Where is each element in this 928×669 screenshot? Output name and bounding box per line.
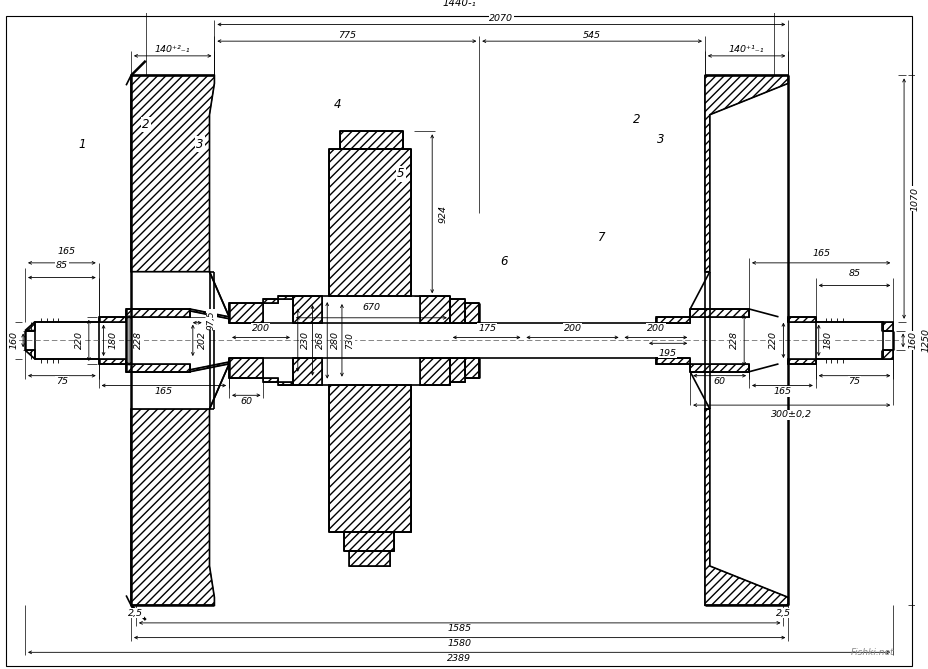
Text: 730: 730 [345, 332, 354, 349]
Polygon shape [189, 362, 229, 372]
Text: 1585: 1585 [447, 624, 471, 634]
Text: 140⁺¹₋₁: 140⁺¹₋₁ [728, 45, 764, 54]
Text: 1250: 1250 [921, 328, 928, 353]
Text: 165: 165 [58, 247, 76, 256]
Text: 60: 60 [713, 377, 725, 386]
Text: 1070: 1070 [909, 187, 919, 211]
Polygon shape [329, 385, 410, 532]
Text: 545: 545 [583, 31, 600, 39]
Polygon shape [329, 149, 410, 296]
Text: 140⁺²₋₁: 140⁺²₋₁ [155, 45, 190, 54]
Polygon shape [420, 358, 449, 385]
Polygon shape [131, 76, 214, 272]
Polygon shape [292, 358, 322, 385]
Polygon shape [292, 296, 322, 322]
Text: 2: 2 [142, 118, 149, 131]
Polygon shape [131, 409, 214, 605]
Text: 60: 60 [240, 397, 252, 405]
Text: Fishki.net: Fishki.net [850, 648, 894, 657]
Polygon shape [340, 131, 403, 149]
Text: 195: 195 [658, 349, 676, 358]
Polygon shape [98, 359, 126, 364]
Text: 85: 85 [56, 262, 68, 270]
Text: 75: 75 [56, 377, 68, 386]
Text: 228: 228 [729, 331, 738, 349]
Polygon shape [449, 358, 464, 381]
Polygon shape [264, 377, 277, 381]
Text: 202: 202 [198, 331, 207, 349]
Polygon shape [690, 309, 748, 317]
Text: 165: 165 [155, 387, 173, 396]
Polygon shape [815, 322, 883, 359]
Polygon shape [229, 358, 264, 377]
Text: 3: 3 [656, 132, 664, 146]
Polygon shape [788, 317, 815, 322]
Text: 228: 228 [135, 331, 143, 349]
Polygon shape [788, 359, 815, 364]
Text: 280: 280 [330, 331, 340, 349]
Polygon shape [449, 299, 464, 322]
Polygon shape [690, 364, 748, 372]
Polygon shape [704, 409, 788, 605]
Text: 200: 200 [563, 324, 581, 333]
Text: 180: 180 [823, 331, 832, 349]
Text: 160: 160 [908, 331, 917, 349]
Polygon shape [126, 364, 189, 372]
Text: 175: 175 [478, 324, 496, 333]
Polygon shape [264, 299, 277, 303]
Text: 200: 200 [646, 324, 664, 333]
Text: 4: 4 [333, 98, 341, 112]
Text: 200: 200 [251, 324, 269, 333]
Polygon shape [704, 76, 788, 272]
Polygon shape [25, 350, 35, 359]
Text: 2070: 2070 [489, 14, 513, 23]
Polygon shape [277, 296, 292, 299]
Text: 300±0,2: 300±0,2 [770, 410, 811, 419]
Polygon shape [883, 322, 893, 330]
Text: 6: 6 [499, 256, 507, 268]
Polygon shape [277, 381, 292, 385]
Polygon shape [348, 551, 390, 566]
Polygon shape [98, 317, 126, 322]
Polygon shape [25, 322, 35, 330]
Text: 230: 230 [301, 331, 310, 349]
Text: 670: 670 [362, 304, 380, 312]
Text: 7: 7 [598, 231, 605, 244]
Text: 160: 160 [10, 331, 19, 349]
Polygon shape [464, 358, 479, 377]
Polygon shape [655, 317, 690, 322]
Text: 75: 75 [847, 377, 859, 386]
Text: 775: 775 [338, 31, 355, 39]
Text: 220: 220 [74, 331, 84, 349]
Text: 268: 268 [316, 331, 325, 349]
Text: 180: 180 [109, 331, 118, 349]
Text: 3: 3 [196, 138, 203, 151]
Polygon shape [464, 303, 479, 322]
Text: 2: 2 [632, 113, 639, 126]
Text: 85: 85 [847, 269, 859, 278]
Polygon shape [420, 296, 449, 322]
Text: 97,5: 97,5 [207, 310, 215, 330]
Text: 1: 1 [78, 138, 85, 151]
Text: 1440-₁: 1440-₁ [443, 0, 476, 8]
Text: 165: 165 [773, 387, 791, 396]
Polygon shape [343, 532, 393, 551]
Text: 165: 165 [811, 249, 830, 258]
Text: 220: 220 [768, 331, 778, 349]
Polygon shape [655, 358, 690, 364]
Text: 2,5: 2,5 [128, 609, 143, 617]
Polygon shape [189, 309, 229, 318]
Polygon shape [229, 303, 264, 322]
Text: 2,5: 2,5 [775, 609, 790, 617]
Text: 5: 5 [396, 167, 404, 180]
Polygon shape [883, 350, 893, 359]
Polygon shape [126, 309, 189, 317]
Text: 1580: 1580 [447, 639, 471, 648]
Text: 2389: 2389 [446, 654, 470, 663]
Text: 924: 924 [438, 205, 447, 223]
Polygon shape [35, 322, 98, 359]
